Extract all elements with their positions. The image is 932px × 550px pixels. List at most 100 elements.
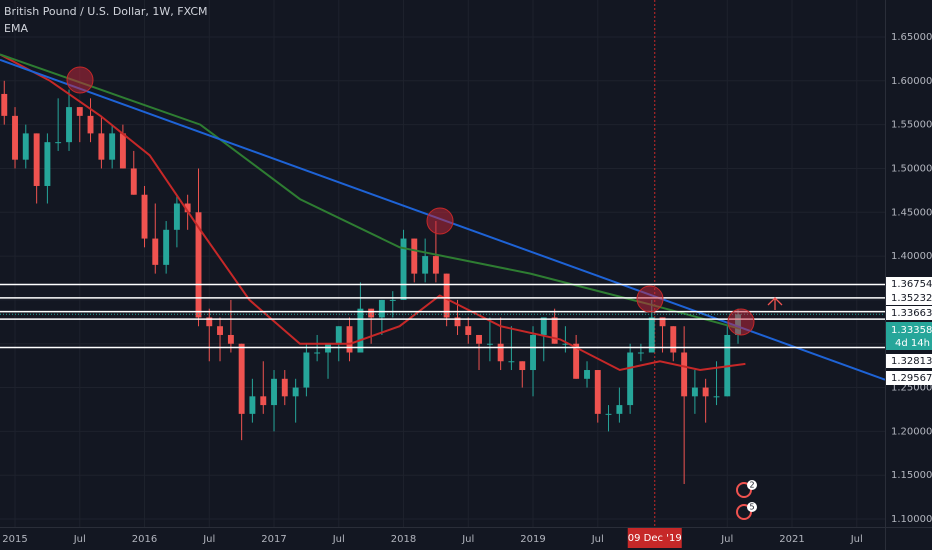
event-count[interactable]: 5 <box>749 503 754 512</box>
candle-body <box>271 378 277 406</box>
candle-body <box>130 168 137 195</box>
candle-body <box>648 317 655 353</box>
y-tick-label: 1.10000 <box>891 514 932 525</box>
candle-body <box>465 326 472 335</box>
y-tick-label: 1.65000 <box>891 32 932 43</box>
candle-body <box>346 326 353 353</box>
highlight-circle <box>66 66 94 94</box>
price-label: 1.35232 <box>891 293 932 304</box>
x-tick-label: 2017 <box>261 534 286 545</box>
y-tick-label: 1.50000 <box>891 163 932 174</box>
candle-body <box>519 361 526 371</box>
candle-body <box>292 387 299 397</box>
candle-body <box>195 212 202 318</box>
candle-body <box>389 299 396 301</box>
event-count-bg[interactable] <box>747 480 757 490</box>
candle-body <box>530 334 536 371</box>
x-tick-label: 2021 <box>779 534 804 545</box>
candle-body <box>44 142 51 186</box>
price-label: 1.32813 <box>891 356 932 367</box>
x-tick-label: Jul <box>73 534 86 545</box>
candle-body <box>411 238 418 274</box>
event-count[interactable]: 2 <box>749 481 754 490</box>
candle-body <box>551 317 558 344</box>
y-tick-label: 1.55000 <box>891 120 932 131</box>
candle-body <box>184 203 191 213</box>
y-tick-label: 1.45000 <box>891 207 932 218</box>
candle-body <box>173 203 180 230</box>
candle-body <box>605 413 612 415</box>
countdown-label: 4d 14h <box>895 338 930 349</box>
candle-body <box>627 352 634 406</box>
candle-body <box>594 370 601 414</box>
candle-body <box>163 229 170 265</box>
candle-body <box>616 405 623 414</box>
candle-body <box>119 133 126 169</box>
price-label-bg <box>886 277 932 291</box>
candle-body <box>357 308 364 353</box>
price-label-bg <box>886 291 932 305</box>
x-tick-label: 2018 <box>391 534 416 545</box>
candle-body <box>540 317 547 335</box>
candle-body <box>508 361 515 363</box>
candle-body <box>227 334 234 344</box>
candle-body <box>12 115 18 160</box>
price-label: 1.29567 <box>891 373 932 384</box>
price-label-bg <box>886 371 932 385</box>
x-tick-label: Jul <box>850 534 863 545</box>
event-count-bg[interactable] <box>747 502 757 512</box>
candle-body <box>713 396 720 398</box>
candle-body <box>152 238 159 265</box>
y-tick-label: 1.15000 <box>891 470 932 481</box>
candle-body <box>691 387 698 397</box>
chart-title: British Pound / U.S. Dollar, 1W, FXCM <box>4 5 207 18</box>
candle-body <box>66 107 72 143</box>
price-label-bg <box>886 306 932 320</box>
candle-body <box>217 326 223 335</box>
candle-body <box>573 343 580 379</box>
price-label-bg <box>886 354 932 368</box>
candle-body <box>476 334 482 344</box>
indicator-line <box>0 53 746 372</box>
candle-body <box>314 352 321 354</box>
candle-body <box>335 326 342 344</box>
x-tick-label: 2016 <box>132 534 157 545</box>
crosshair-label-bg <box>627 528 682 548</box>
candle-body <box>260 396 267 406</box>
highlight-circle <box>426 207 454 235</box>
candle-body <box>400 238 407 300</box>
x-tick-label: Jul <box>202 534 215 545</box>
candle-body <box>422 256 429 274</box>
x-tick-label: 2015 <box>2 534 27 545</box>
candle-body <box>368 308 375 318</box>
candle-body <box>33 133 40 186</box>
indicator-label[interactable]: EMA <box>4 22 28 35</box>
arrow-annotation <box>767 297 783 310</box>
candle-body <box>443 273 450 318</box>
y-tick-label: 1.60000 <box>891 76 932 87</box>
y-tick-label: 1.40000 <box>891 251 932 262</box>
candle-body <box>238 343 245 414</box>
x-tick-label: Jul <box>591 534 604 545</box>
highlight-circle <box>636 285 664 313</box>
candle-body <box>584 370 590 379</box>
candle-body <box>206 317 213 327</box>
candle-body <box>681 352 688 397</box>
current-price-label: 1.33358 <box>891 325 932 336</box>
price-label: 1.36754 <box>891 279 932 290</box>
candle-body <box>87 115 94 134</box>
candle-body <box>497 343 504 362</box>
candle-body <box>98 133 105 160</box>
candle-body <box>281 378 288 397</box>
candle-body <box>378 299 385 318</box>
candle-body <box>1 93 8 116</box>
x-tick-label: Jul <box>720 534 733 545</box>
crosshair-label: 09 Dec '19 <box>628 533 682 544</box>
candle-body <box>303 352 310 388</box>
x-tick-label: Jul <box>332 534 345 545</box>
candle-body <box>486 343 493 345</box>
price-label: 1.33663 <box>891 308 932 319</box>
indicator-line <box>0 53 741 330</box>
